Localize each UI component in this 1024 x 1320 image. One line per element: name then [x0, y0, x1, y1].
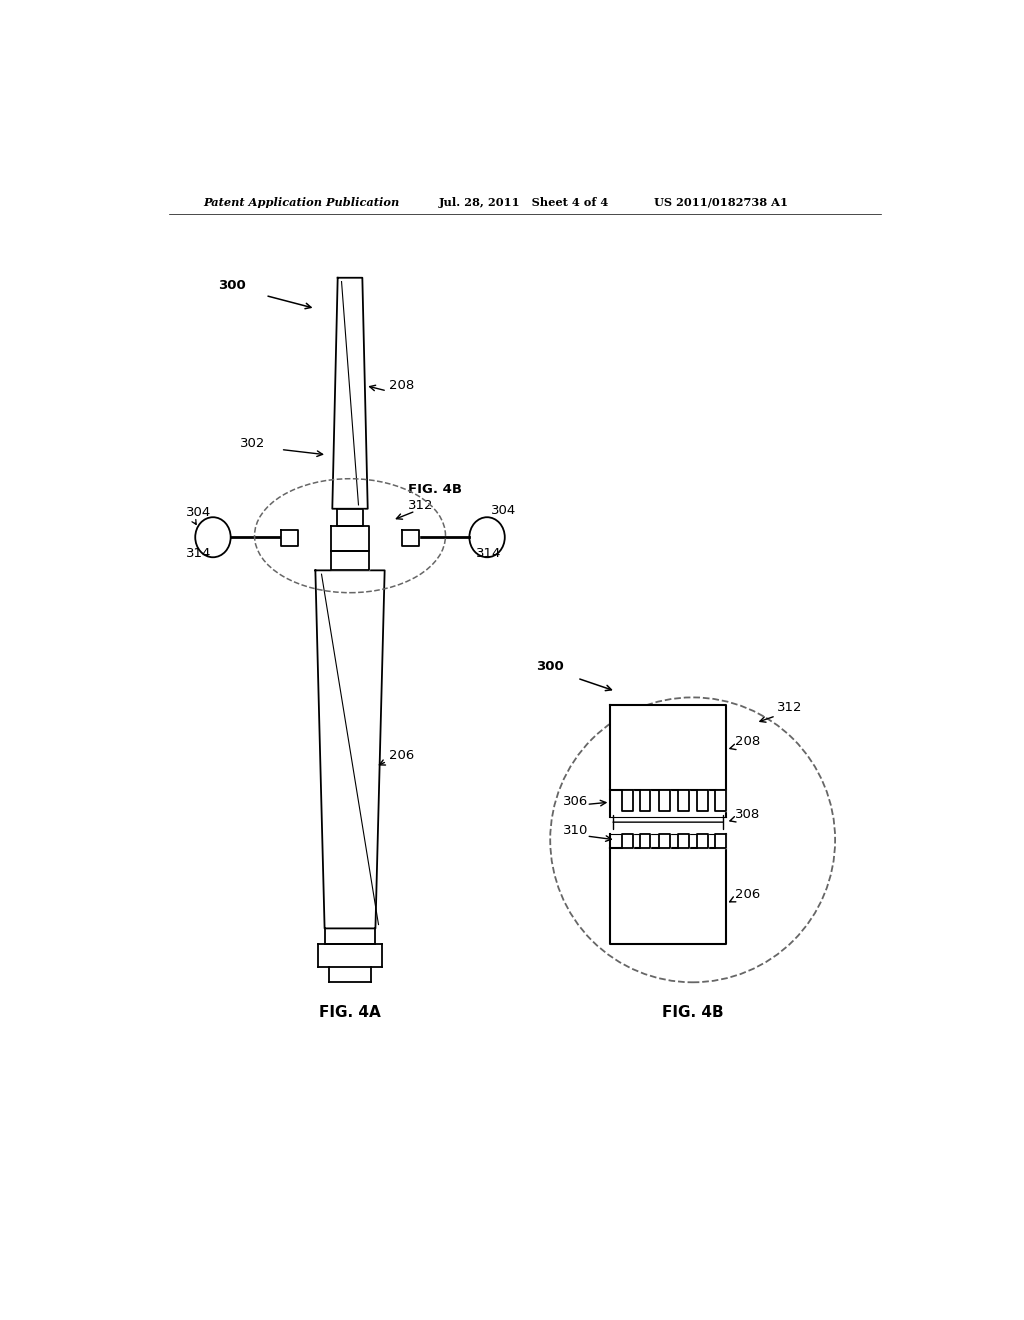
Polygon shape [678, 834, 689, 847]
Text: FIG. 4B: FIG. 4B [662, 1005, 724, 1020]
Text: 208: 208 [735, 735, 760, 748]
Text: 312: 312 [777, 701, 803, 714]
Polygon shape [622, 789, 633, 812]
Text: 206: 206 [735, 887, 760, 900]
Polygon shape [331, 527, 370, 552]
Text: Patent Application Publication: Patent Application Publication [204, 197, 400, 207]
Text: US 2011/0182738 A1: US 2011/0182738 A1 [654, 197, 788, 207]
Polygon shape [333, 277, 368, 508]
Polygon shape [640, 789, 650, 812]
Text: 308: 308 [735, 808, 760, 821]
Polygon shape [610, 847, 726, 944]
Text: 312: 312 [408, 499, 433, 512]
Text: 304: 304 [186, 507, 211, 520]
Text: 314: 314 [186, 548, 211, 560]
Text: 314: 314 [475, 548, 501, 560]
Polygon shape [715, 834, 726, 847]
Polygon shape [622, 834, 633, 847]
Polygon shape [315, 570, 385, 928]
Polygon shape [640, 834, 650, 847]
Text: 304: 304 [490, 504, 516, 517]
Polygon shape [401, 529, 419, 545]
Text: Jul. 28, 2011   Sheet 4 of 4: Jul. 28, 2011 Sheet 4 of 4 [438, 197, 609, 207]
Polygon shape [697, 834, 708, 847]
Polygon shape [331, 552, 370, 570]
Polygon shape [658, 789, 670, 812]
Text: FIG. 4B: FIG. 4B [408, 483, 462, 496]
Text: 302: 302 [240, 437, 265, 450]
Text: 310: 310 [562, 825, 588, 837]
Polygon shape [658, 834, 670, 847]
Polygon shape [610, 705, 726, 789]
Text: 208: 208 [388, 379, 414, 392]
Polygon shape [697, 789, 708, 812]
Polygon shape [715, 789, 726, 812]
Text: FIG. 4A: FIG. 4A [319, 1005, 381, 1020]
Text: 306: 306 [563, 795, 588, 808]
Polygon shape [337, 508, 364, 527]
Text: 206: 206 [388, 748, 414, 762]
Text: 300: 300 [218, 280, 246, 292]
Text: 300: 300 [537, 660, 564, 673]
Polygon shape [281, 529, 298, 545]
Polygon shape [678, 789, 689, 812]
